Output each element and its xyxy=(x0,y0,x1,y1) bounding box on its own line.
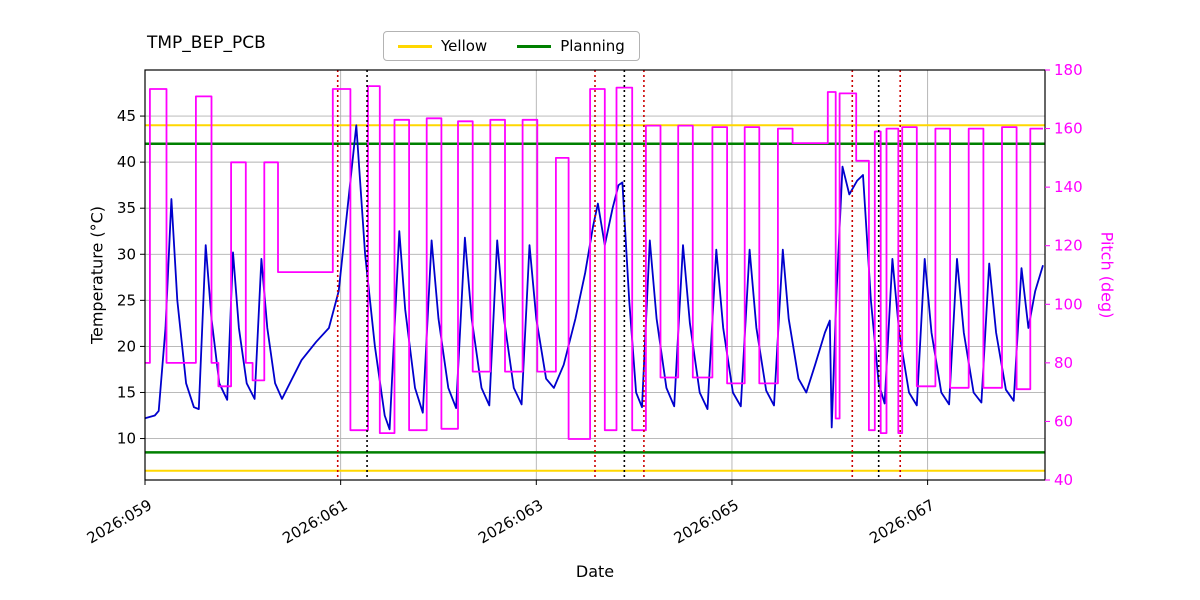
temperature-series-line xyxy=(144,124,1044,431)
x-tick-label: 2026:065 xyxy=(671,496,742,548)
legend-label-planning: Planning xyxy=(560,37,625,55)
legend: Yellow Planning xyxy=(383,31,640,61)
x-tick-label: 2026:067 xyxy=(866,496,937,548)
legend-item-planning: Planning xyxy=(517,37,625,55)
tick-labels: 10 15 20 25 30 35 40 45 40 60 80 100 120 140 160 180 202… xyxy=(84,61,1083,547)
y-left-tick-label: 45 xyxy=(117,107,136,125)
y-left-tick-label: 30 xyxy=(117,245,136,263)
chart-title: TMP_BEP_PCB xyxy=(147,33,266,53)
y-right-tick-label: 120 xyxy=(1054,237,1083,255)
y-left-tick-label: 15 xyxy=(117,383,136,401)
pitch-series-line xyxy=(145,85,1043,440)
plot-frame xyxy=(144,69,1046,481)
y-left-tick-label: 10 xyxy=(117,430,136,448)
x-tick-label: 2026:063 xyxy=(475,496,546,548)
y-right-tick-label: 140 xyxy=(1054,178,1083,196)
x-tick-label: 2026:061 xyxy=(279,496,350,548)
y-right-tick-label: 100 xyxy=(1054,295,1083,313)
planning-line-swatch xyxy=(517,44,552,48)
y-right-tick-label: 60 xyxy=(1054,412,1073,430)
y-left-tick-label: 40 xyxy=(117,153,136,171)
legend-item-yellow: Yellow xyxy=(398,37,487,55)
y-right-tick-label: 180 xyxy=(1054,61,1083,79)
y-right-tick-label: 160 xyxy=(1054,120,1083,138)
y-left-tick-label: 20 xyxy=(117,337,136,355)
legend-label-yellow: Yellow xyxy=(441,37,488,55)
y-right-tick-label: 80 xyxy=(1054,354,1073,372)
x-tick-label: 2026:059 xyxy=(84,496,155,548)
y-right-tick-label: 40 xyxy=(1054,471,1073,489)
yellow-line-swatch xyxy=(398,44,432,48)
y-left-tick-label: 35 xyxy=(117,199,136,217)
x-axis-label-date: Date xyxy=(575,562,615,581)
y-left-tick-label: 25 xyxy=(117,291,136,309)
